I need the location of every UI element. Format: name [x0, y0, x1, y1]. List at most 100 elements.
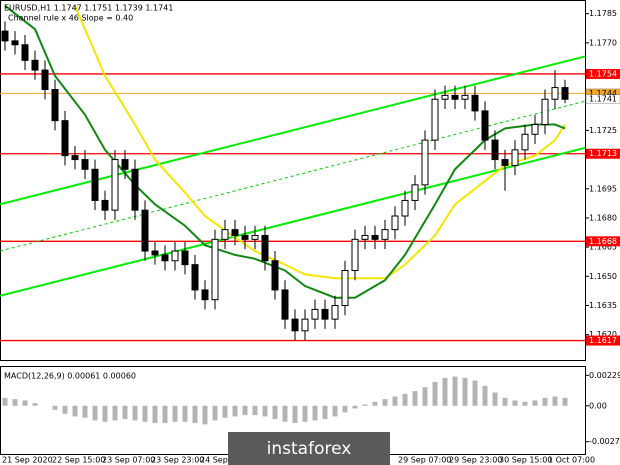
- series-line: [0, 100, 586, 252]
- level-label: 1.1668: [589, 237, 617, 246]
- macd-bar: [332, 405, 338, 417]
- macd-bar: [192, 405, 198, 424]
- macd-bar: [82, 405, 88, 418]
- macd-bar: [12, 399, 18, 406]
- y-tick-label: 0.00: [589, 401, 607, 410]
- macd-bar: [312, 405, 318, 421]
- macd-bar: [502, 397, 508, 406]
- candle-body: [21, 44, 29, 61]
- candle-body: [311, 308, 319, 320]
- y-tick-label: 1.1770: [589, 38, 617, 47]
- candle-body: [251, 234, 259, 240]
- candle-body: [271, 260, 279, 291]
- price-panel: [0, 0, 586, 361]
- candle-body: [401, 199, 409, 217]
- level-tag: [586, 148, 620, 159]
- candle-body: [531, 124, 539, 135]
- macd-bar: [272, 405, 278, 420]
- macd-bar: [62, 405, 68, 414]
- macd-bar: [282, 405, 288, 422]
- candle-body: [351, 238, 359, 271]
- candle-body: [41, 69, 49, 91]
- macd-bar: [322, 405, 328, 420]
- series-line: [0, 55, 586, 206]
- macd-bar: [532, 400, 538, 406]
- y-tick-label: -0.0027: [589, 437, 620, 446]
- y-tick-label: 1.1725: [589, 126, 617, 135]
- macd-bar: [432, 381, 438, 406]
- macd-bar: [462, 377, 468, 406]
- candle-body: [451, 94, 459, 100]
- macd-bar: [402, 393, 408, 406]
- macd-bar: [22, 400, 28, 406]
- y-tick-label: 1.1680: [589, 213, 617, 222]
- watermark-box: [228, 432, 390, 465]
- candle-body: [521, 133, 529, 151]
- marks: 1.17851.17701.17251.16951.16801.16651.16…: [0, 5, 620, 446]
- macd-bar: [2, 397, 8, 406]
- candle-body: [151, 250, 159, 256]
- candle-body: [261, 234, 269, 262]
- y-tick-label: 1.1695: [589, 184, 617, 193]
- symbol-info: EURUSD,H1 1.1747 1.1751 1.1739 1.1741: [4, 4, 173, 13]
- x-label: 24 Sep 15:00: [200, 456, 253, 465]
- macd-bar: [252, 405, 258, 416]
- candle-body: [161, 254, 169, 262]
- candle-body: [441, 94, 449, 100]
- macd-bar: [422, 387, 428, 406]
- candle-body: [391, 215, 399, 231]
- x-label: 23 Sep 07:00: [102, 456, 155, 465]
- level-label: 1.1713: [589, 149, 617, 158]
- macd-bar: [382, 399, 388, 406]
- macd-bar: [542, 397, 548, 406]
- macd-bar: [342, 405, 348, 413]
- series-line: [74, 5, 566, 280]
- macd-bar: [142, 405, 148, 422]
- candle-body: [341, 269, 349, 307]
- candle-body: [411, 184, 419, 201]
- candle-body: [471, 94, 479, 112]
- macd-bar: [212, 405, 218, 421]
- x-label: 30 Sep 15:00: [499, 456, 552, 465]
- macd-bar: [302, 405, 308, 422]
- indicator-info: Channel rule x 46 Slope = 0.40: [8, 14, 133, 23]
- y-tick-label: 1.1650: [589, 272, 617, 281]
- candle-body: [421, 139, 429, 186]
- candle-body: [221, 229, 229, 240]
- candle-body: [551, 87, 559, 100]
- macd-bar: [522, 401, 528, 406]
- candle-body: [211, 238, 219, 301]
- candle-body: [91, 168, 99, 201]
- candle-body: [511, 149, 519, 166]
- price-label: 1.1744: [589, 89, 617, 98]
- level-tag: [586, 68, 620, 79]
- candle-body: [491, 139, 499, 161]
- series-line: [4, 5, 566, 299]
- candle-body: [241, 234, 249, 240]
- candle-body: [81, 159, 89, 170]
- level-label: 1.1754: [589, 69, 617, 78]
- macd-bar: [482, 385, 488, 406]
- macd-bar: [92, 405, 98, 421]
- candle-body: [331, 305, 339, 320]
- x-label: 23 Sep 23:00: [151, 456, 204, 465]
- macd-title: MACD(12,26,9) 0.00061 0.00060: [4, 372, 136, 381]
- candle-body: [11, 40, 19, 46]
- x-label: 21 Sep 2020: [2, 456, 53, 465]
- candle-body: [281, 289, 289, 320]
- macd-bar: [492, 392, 498, 406]
- candle-body: [321, 308, 329, 320]
- candle-body: [561, 87, 569, 100]
- x-label: 29 Sep 07:00: [398, 456, 451, 465]
- macd-bar: [362, 404, 368, 406]
- macd-bar: [262, 405, 268, 417]
- candle-body: [371, 234, 379, 240]
- y-tick-label: 1.1620: [589, 330, 617, 339]
- series-line: [0, 146, 586, 297]
- candle-body: [121, 159, 129, 170]
- macd-bar: [182, 405, 188, 422]
- macd-bar: [352, 405, 358, 409]
- y-tick-label: 1.1635: [589, 301, 617, 310]
- candle-body: [541, 98, 549, 126]
